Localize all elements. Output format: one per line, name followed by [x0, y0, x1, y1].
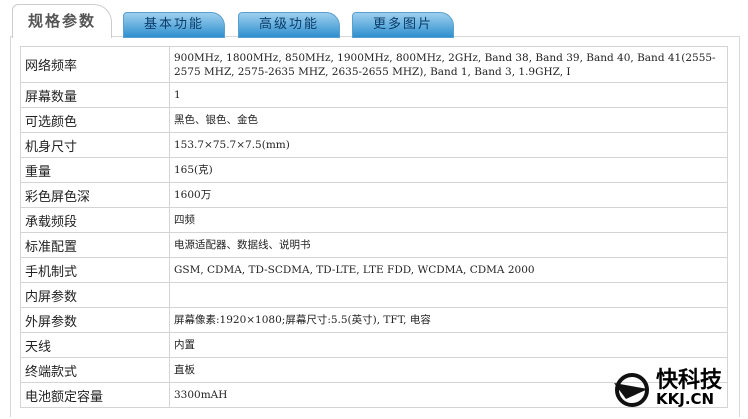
spec-row: 天线 内置 — [20, 332, 728, 358]
spec-table: 网络频率 900MHz, 1800MHz, 850MHz, 1900MHz, 80… — [20, 46, 728, 408]
spec-label: 内屏参数 — [20, 282, 170, 308]
spec-row: 终端款式 直板 — [20, 357, 728, 383]
spec-label: 网络频率 — [20, 46, 170, 83]
spec-value: 165(克) — [169, 157, 728, 183]
watermark-cn: 快科技 — [656, 368, 723, 393]
spec-row: 机身尺寸 153.7×75.7×7.5(mm) — [20, 132, 728, 158]
watermark-en: KKJ.CN — [656, 390, 715, 408]
spec-label: 可选颜色 — [20, 107, 170, 133]
spec-row: 屏幕数量 1 — [20, 82, 728, 108]
spec-label: 彩色屏色深 — [20, 182, 170, 208]
spec-label: 机身尺寸 — [20, 132, 170, 158]
tab-specs[interactable]: 规格参数 — [12, 4, 112, 38]
spec-label: 屏幕数量 — [20, 82, 170, 108]
spec-row: 网络频率 900MHz, 1800MHz, 850MHz, 1900MHz, 80… — [20, 46, 728, 83]
spec-label: 天线 — [20, 332, 170, 358]
spec-value: 内置 — [169, 332, 728, 358]
spec-value: 黑色、银色、金色 — [169, 107, 728, 133]
spec-row: 标准配置 电源适配器、数据线、说明书 — [20, 232, 728, 258]
spec-label: 承载频段 — [20, 207, 170, 233]
spec-value: 屏幕像素:1920×1080;屏幕尺寸:5.5(英寸), TFT, 电容 — [169, 307, 728, 333]
tab-advanced-functions[interactable]: 高级功能 — [238, 12, 340, 38]
spec-row: 内屏参数 — [20, 282, 728, 308]
spec-row: 外屏参数 屏幕像素:1920×1080;屏幕尺寸:5.5(英寸), TFT, 电容 — [20, 307, 728, 333]
spec-label: 手机制式 — [20, 257, 170, 283]
spec-row: 可选颜色 黑色、银色、金色 — [20, 107, 728, 133]
spec-row: 承载频段 四频 — [20, 207, 728, 233]
spec-label: 重量 — [20, 157, 170, 183]
spec-value: 电源适配器、数据线、说明书 — [169, 232, 728, 258]
spec-value: 900MHz, 1800MHz, 850MHz, 1900MHz, 800MHz… — [169, 46, 728, 83]
spec-value: 1 — [169, 82, 728, 108]
spec-value: 1600万 — [169, 182, 728, 208]
spec-label: 外屏参数 — [20, 307, 170, 333]
spec-row: 重量 165(克) — [20, 157, 728, 183]
kkj-watermark: 快科技 KKJ.CN — [612, 368, 723, 408]
tab-basic-functions[interactable]: 基本功能 — [123, 12, 225, 38]
spec-value: GSM, CDMA, TD-SCDMA, TD-LTE, LTE FDD, WC… — [169, 257, 728, 283]
spec-value: 四频 — [169, 207, 728, 233]
spec-label: 标准配置 — [20, 232, 170, 258]
spec-row: 手机制式 GSM, CDMA, TD-SCDMA, TD-LTE, LTE FDD… — [20, 257, 728, 283]
tab-more-images[interactable]: 更多图片 — [352, 12, 454, 38]
spec-value — [169, 282, 728, 308]
paper-plane-logo-icon — [614, 373, 649, 407]
spec-row: 彩色屏色深 1600万 — [20, 182, 728, 208]
spec-value: 直板 — [169, 357, 728, 383]
spec-label: 终端款式 — [20, 357, 170, 383]
spec-label: 电池额定容量 — [20, 382, 170, 408]
spec-value: 153.7×75.7×7.5(mm) — [169, 132, 728, 158]
